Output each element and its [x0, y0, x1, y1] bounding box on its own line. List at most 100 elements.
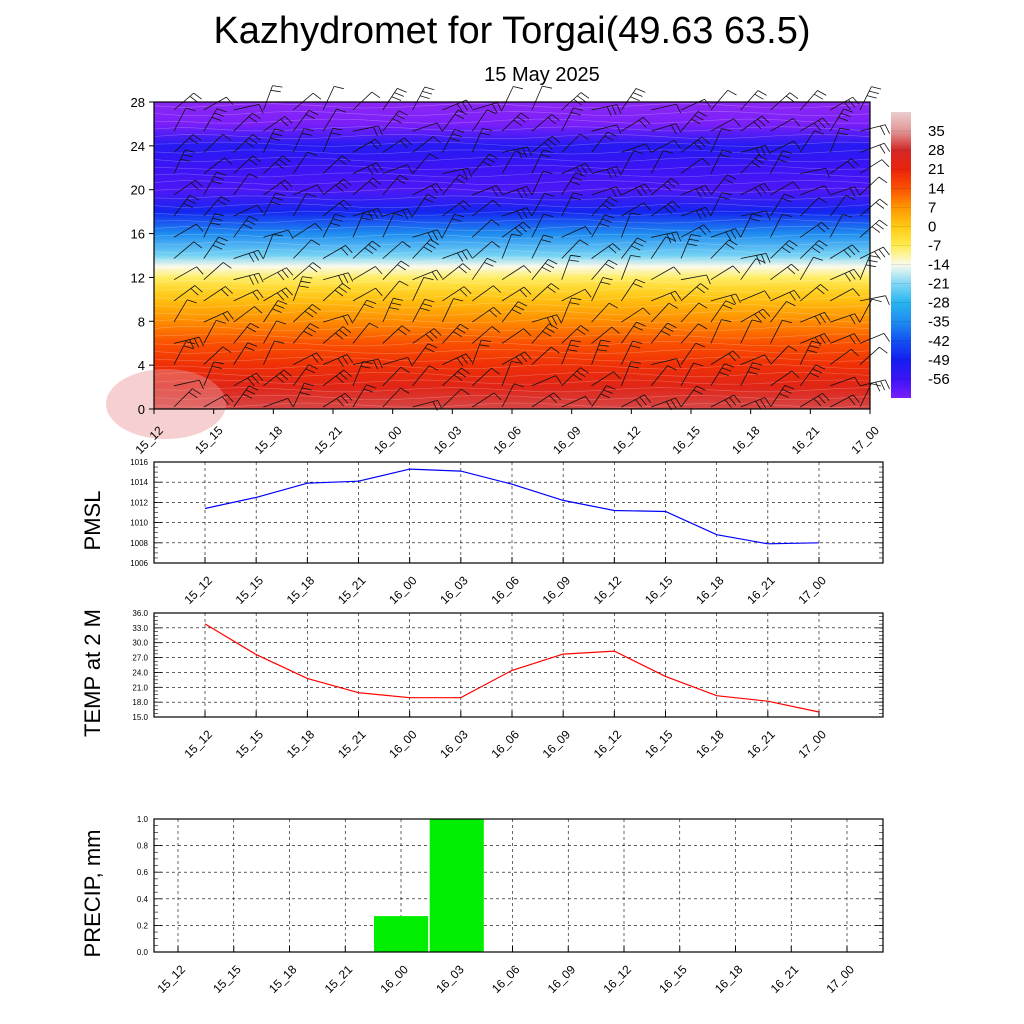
wind-barb — [412, 365, 439, 387]
wind-barb — [263, 233, 283, 259]
wind-barb — [621, 88, 646, 111]
wind-barb — [471, 109, 497, 132]
wind-barb — [561, 396, 592, 408]
x-tick-label: 16_15 — [642, 573, 676, 607]
wind-barb — [472, 367, 500, 387]
wind-barb — [740, 213, 762, 238]
wind-barb — [621, 340, 643, 365]
x-tick-label: 16_03 — [437, 573, 471, 607]
x-tick-label: 16_06 — [490, 423, 524, 457]
y-tick-label: 1008 — [130, 539, 148, 548]
wind-barb — [382, 88, 407, 111]
wind-barb — [173, 341, 196, 365]
wind-barb — [263, 398, 294, 408]
wind-barb — [382, 280, 409, 302]
wind-barb — [710, 319, 732, 344]
heatmap-field — [154, 102, 870, 409]
precip-bar — [429, 819, 484, 952]
contour-line — [153, 356, 871, 362]
contour-line — [153, 187, 871, 193]
x-tick-label: 16_00 — [386, 727, 420, 761]
wind-barb — [680, 206, 712, 220]
wind-barb — [710, 239, 738, 259]
wind-barb — [561, 192, 583, 217]
wind-barb — [203, 286, 233, 302]
y-tick-label: 4 — [138, 358, 145, 373]
wind-barb — [322, 245, 353, 259]
wind-barb — [770, 301, 796, 323]
wind-barb — [710, 89, 737, 111]
wind-barb — [531, 85, 553, 111]
warm-core — [106, 369, 226, 439]
contour-line — [153, 149, 871, 155]
wind-barb — [442, 367, 470, 387]
x-tick-label: 16_06 — [488, 573, 522, 607]
wind-barb — [621, 237, 647, 259]
wind-barb — [472, 241, 501, 259]
contour-line — [153, 256, 871, 262]
wind-barb — [740, 362, 763, 386]
colorbar-bar — [891, 112, 911, 398]
y-tick-label: 1012 — [130, 498, 148, 507]
x-tick-label: 16_18 — [693, 727, 727, 761]
wind-barb — [710, 300, 736, 323]
wind-barb — [621, 183, 652, 197]
y-tick-label: 33.0 — [132, 624, 148, 633]
x-tick-label: 16_00 — [371, 423, 405, 457]
wind-barb — [292, 193, 316, 217]
wind-barb — [203, 393, 234, 408]
wind-barb — [621, 278, 646, 302]
wind-barb — [651, 397, 682, 411]
x-tick-label: 16_09 — [545, 962, 579, 996]
y-tick-label: 24 — [131, 139, 145, 154]
x-tick-label: 16_18 — [712, 962, 746, 996]
wind-barb — [800, 221, 830, 238]
wind-barb — [203, 236, 228, 259]
x-tick-label: 16_03 — [433, 962, 467, 996]
wind-barb — [770, 289, 801, 302]
wind-barb — [322, 326, 352, 344]
contour-line — [153, 241, 871, 247]
wind-barb — [770, 150, 793, 174]
wind-barb — [740, 290, 771, 302]
wind-barb — [412, 269, 443, 281]
wind-barb — [442, 174, 469, 196]
contour-line — [153, 310, 871, 316]
x-tick-label: 17_00 — [795, 727, 829, 761]
wind-barb — [352, 208, 383, 221]
wind-barb — [859, 159, 890, 174]
wind-barb — [352, 213, 374, 238]
wind-barb — [799, 130, 824, 153]
contour-line — [153, 141, 871, 147]
wind-barb — [412, 122, 443, 132]
wind-barb — [531, 314, 562, 327]
wind-barb — [561, 254, 581, 280]
wind-barb — [680, 274, 711, 285]
wind-barb — [621, 212, 641, 238]
wind-barb — [501, 351, 532, 365]
wind-barb — [770, 213, 793, 238]
wind-barb — [591, 131, 617, 153]
wind-barb — [173, 388, 202, 408]
wind-barb — [472, 326, 501, 344]
wind-barb — [233, 215, 259, 238]
wind-barb — [561, 325, 590, 344]
wind-barb — [501, 265, 532, 281]
colorbar-label: 7 — [928, 199, 936, 216]
wind-barb — [770, 263, 800, 281]
x-tick-label: 16_18 — [693, 573, 727, 607]
wind-barb — [263, 116, 293, 132]
wind-barb — [770, 385, 795, 408]
wind-barb — [531, 346, 560, 365]
wind-barb — [263, 128, 285, 153]
y-tick-label: 21.0 — [132, 683, 148, 692]
wind-barb — [710, 128, 732, 153]
contour-line — [153, 279, 871, 285]
wind-barb — [382, 357, 413, 367]
contour-line — [153, 103, 871, 109]
wind-barb — [800, 392, 830, 408]
colorbar-label: -42 — [928, 333, 950, 350]
x-tick-label: 16_21 — [744, 573, 778, 607]
wind-barb — [829, 244, 860, 259]
y-tick-label: 8 — [138, 314, 145, 329]
